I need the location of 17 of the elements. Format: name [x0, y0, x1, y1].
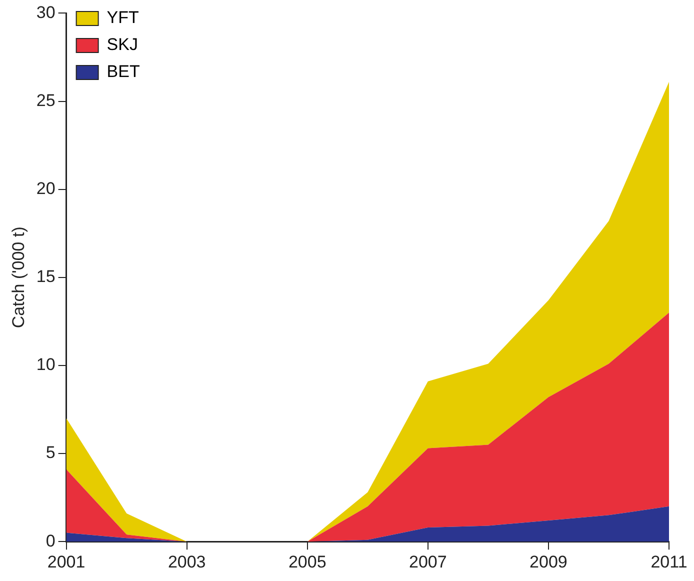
x-tick-label: 2005	[288, 552, 326, 572]
y-tick-label: 10	[36, 355, 56, 374]
y-tick-label: 30	[36, 2, 56, 22]
y-tick-label: 20	[36, 179, 56, 198]
y-axis-title: Catch ('000 t)	[8, 226, 28, 328]
x-tick-label: 2007	[409, 552, 447, 572]
x-tick-label: 2001	[47, 552, 86, 572]
legend-label: BET	[106, 62, 140, 82]
y-tick-label: 25	[36, 90, 56, 110]
legend-label: SKJ	[106, 35, 138, 54]
x-tick-label: 2009	[530, 552, 568, 572]
legend-label: YFT	[106, 8, 139, 28]
y-tick-label: 5	[46, 443, 56, 462]
y-tick-label: 0	[46, 531, 56, 550]
y-tick-label: 15	[36, 267, 56, 286]
x-tick-label: 2003	[168, 552, 206, 572]
x-tick-label: 2011	[650, 552, 688, 572]
